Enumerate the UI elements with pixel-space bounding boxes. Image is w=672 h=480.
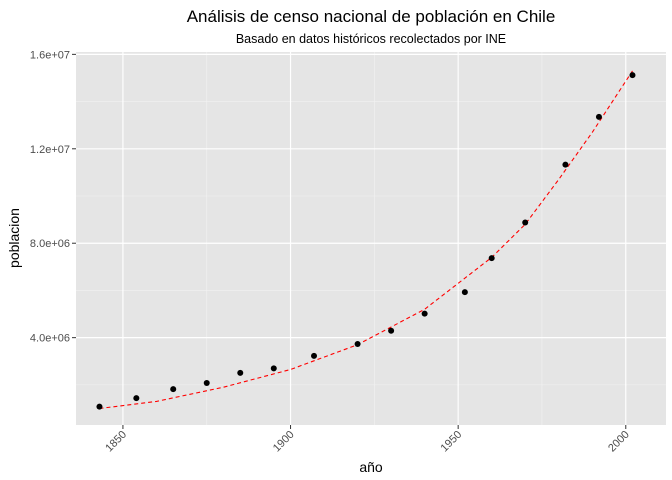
data-point [133,395,140,402]
data-point [388,327,395,334]
x-tick-label: 1900 [271,429,297,455]
data-point [354,341,361,348]
data-point [629,72,636,79]
data-point [311,352,318,359]
y-axis: 4.0e+06 8.0e+06 1.2e+07 1.6e+07 [30,49,76,345]
major-gridlines [76,52,666,425]
trend-layer [99,70,633,410]
y-tick-label: 1.6e+07 [30,49,70,61]
data-point [237,369,244,376]
y-tick-label: 1.2e+07 [30,144,70,156]
data-point [203,379,210,386]
data-point [522,219,529,226]
data-point [96,403,103,410]
data-point [461,289,468,296]
x-tick-label: 1950 [438,429,464,455]
data-point [595,113,602,120]
plot-panel [76,52,666,425]
points-layer [96,72,636,410]
data-point [170,386,177,393]
trend-line [99,70,633,410]
data-point [562,161,569,168]
y-tick-label: 8.0e+06 [30,238,70,250]
data-point [421,310,428,317]
y-axis-title: poblacion [6,208,22,268]
x-tick-label: 2000 [606,429,632,455]
data-point [270,365,277,372]
minor-gridlines [76,52,666,425]
x-axis: 1850 1900 1950 2000 [103,425,632,454]
chart-title: Análisis de censo nacional de población … [187,7,556,26]
y-tick-label: 4.0e+06 [30,333,70,345]
x-axis-title: año [359,459,383,475]
x-tick-label: 1850 [103,429,129,455]
data-point [488,255,495,262]
chart-subtitle: Basado en datos históricos recolectados … [236,32,506,46]
